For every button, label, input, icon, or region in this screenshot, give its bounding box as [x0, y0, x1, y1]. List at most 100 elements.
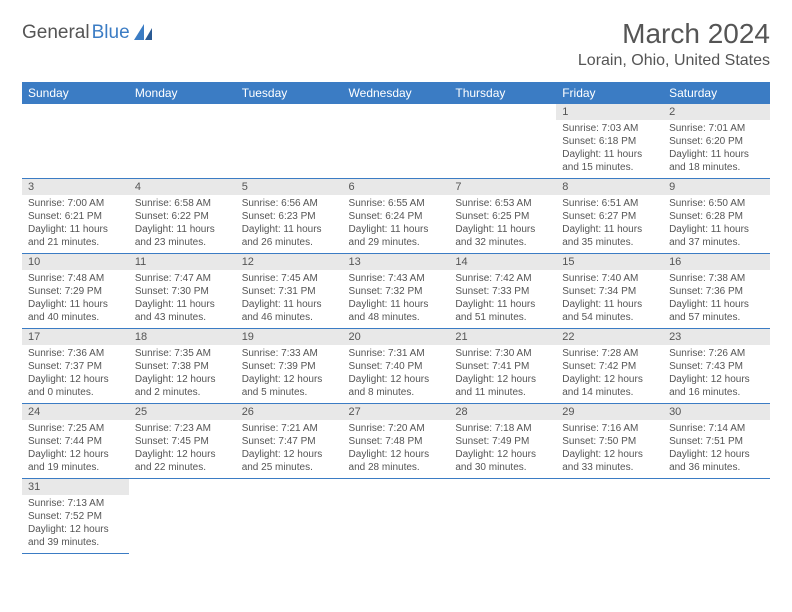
- day-number: 30: [663, 404, 770, 420]
- day-number: 21: [449, 329, 556, 345]
- sunrise-line: Sunrise: 7:20 AM: [349, 422, 444, 435]
- sunset-line: Sunset: 7:41 PM: [455, 360, 550, 373]
- sunrise-line: Sunrise: 7:31 AM: [349, 347, 444, 360]
- day-number: 9: [663, 179, 770, 195]
- header: GeneralBlue March 2024 Lorain, Ohio, Uni…: [22, 18, 770, 70]
- sunrise-line: Sunrise: 7:42 AM: [455, 272, 550, 285]
- calendar-cell: 31Sunrise: 7:13 AMSunset: 7:52 PMDayligh…: [22, 479, 129, 554]
- sunrise-line: Sunrise: 7:01 AM: [669, 122, 764, 135]
- sunrise-line: Sunrise: 7:40 AM: [562, 272, 657, 285]
- calendar-row: 3Sunrise: 7:00 AMSunset: 6:21 PMDaylight…: [22, 179, 770, 254]
- day-details: Sunrise: 6:53 AMSunset: 6:25 PMDaylight:…: [449, 195, 556, 253]
- sunrise-line: Sunrise: 7:00 AM: [28, 197, 123, 210]
- day-number: 17: [22, 329, 129, 345]
- sunrise-line: Sunrise: 6:58 AM: [135, 197, 230, 210]
- calendar-row: 24Sunrise: 7:25 AMSunset: 7:44 PMDayligh…: [22, 404, 770, 479]
- daylight-line: Daylight: 11 hours and 26 minutes.: [242, 223, 337, 249]
- day-number: 26: [236, 404, 343, 420]
- sunrise-line: Sunrise: 7:35 AM: [135, 347, 230, 360]
- calendar-cell-empty: [22, 104, 129, 179]
- sunrise-line: Sunrise: 6:53 AM: [455, 197, 550, 210]
- day-number: 12: [236, 254, 343, 270]
- day-number: 28: [449, 404, 556, 420]
- day-details: Sunrise: 7:48 AMSunset: 7:29 PMDaylight:…: [22, 270, 129, 328]
- day-details: Sunrise: 7:00 AMSunset: 6:21 PMDaylight:…: [22, 195, 129, 253]
- day-details: Sunrise: 7:14 AMSunset: 7:51 PMDaylight:…: [663, 420, 770, 478]
- calendar-cell-empty: [236, 479, 343, 554]
- day-number: 19: [236, 329, 343, 345]
- calendar-cell-empty: [449, 479, 556, 554]
- sunset-line: Sunset: 6:21 PM: [28, 210, 123, 223]
- calendar-cell: 28Sunrise: 7:18 AMSunset: 7:49 PMDayligh…: [449, 404, 556, 479]
- weekday-thursday: Thursday: [449, 82, 556, 104]
- calendar-cell-empty: [343, 479, 450, 554]
- weekday-saturday: Saturday: [663, 82, 770, 104]
- day-details: Sunrise: 7:13 AMSunset: 7:52 PMDaylight:…: [22, 495, 129, 553]
- calendar-row: 31Sunrise: 7:13 AMSunset: 7:52 PMDayligh…: [22, 479, 770, 554]
- daylight-line: Daylight: 11 hours and 37 minutes.: [669, 223, 764, 249]
- calendar-cell-empty: [449, 104, 556, 179]
- calendar-cell-empty: [556, 479, 663, 554]
- location: Lorain, Ohio, United States: [578, 52, 770, 70]
- calendar-cell: 1Sunrise: 7:03 AMSunset: 6:18 PMDaylight…: [556, 104, 663, 179]
- day-details: Sunrise: 7:35 AMSunset: 7:38 PMDaylight:…: [129, 345, 236, 403]
- day-details: Sunrise: 7:18 AMSunset: 7:49 PMDaylight:…: [449, 420, 556, 478]
- sunset-line: Sunset: 7:29 PM: [28, 285, 123, 298]
- daylight-line: Daylight: 12 hours and 33 minutes.: [562, 448, 657, 474]
- sunrise-line: Sunrise: 7:28 AM: [562, 347, 657, 360]
- sunset-line: Sunset: 7:51 PM: [669, 435, 764, 448]
- day-details: Sunrise: 6:58 AMSunset: 6:22 PMDaylight:…: [129, 195, 236, 253]
- day-details: Sunrise: 7:21 AMSunset: 7:47 PMDaylight:…: [236, 420, 343, 478]
- sunrise-line: Sunrise: 7:47 AM: [135, 272, 230, 285]
- sunset-line: Sunset: 7:50 PM: [562, 435, 657, 448]
- sunset-line: Sunset: 6:22 PM: [135, 210, 230, 223]
- sunrise-line: Sunrise: 7:18 AM: [455, 422, 550, 435]
- sunset-line: Sunset: 6:24 PM: [349, 210, 444, 223]
- sunset-line: Sunset: 7:47 PM: [242, 435, 337, 448]
- calendar-cell: 8Sunrise: 6:51 AMSunset: 6:27 PMDaylight…: [556, 179, 663, 254]
- daylight-line: Daylight: 12 hours and 25 minutes.: [242, 448, 337, 474]
- daylight-line: Daylight: 11 hours and 40 minutes.: [28, 298, 123, 324]
- sunrise-line: Sunrise: 7:14 AM: [669, 422, 764, 435]
- day-details: Sunrise: 7:01 AMSunset: 6:20 PMDaylight:…: [663, 120, 770, 178]
- sunrise-line: Sunrise: 7:48 AM: [28, 272, 123, 285]
- day-number: 15: [556, 254, 663, 270]
- sunrise-line: Sunrise: 6:50 AM: [669, 197, 764, 210]
- calendar-cell: 4Sunrise: 6:58 AMSunset: 6:22 PMDaylight…: [129, 179, 236, 254]
- calendar-cell-empty: [663, 479, 770, 554]
- day-details: Sunrise: 7:43 AMSunset: 7:32 PMDaylight:…: [343, 270, 450, 328]
- sunrise-line: Sunrise: 7:38 AM: [669, 272, 764, 285]
- sunset-line: Sunset: 6:18 PM: [562, 135, 657, 148]
- day-number: 6: [343, 179, 450, 195]
- logo-text-blue: Blue: [92, 22, 130, 44]
- sunrise-line: Sunrise: 7:21 AM: [242, 422, 337, 435]
- calendar-cell: 19Sunrise: 7:33 AMSunset: 7:39 PMDayligh…: [236, 329, 343, 404]
- day-number: 1: [556, 104, 663, 120]
- day-number: 13: [343, 254, 450, 270]
- daylight-line: Daylight: 12 hours and 28 minutes.: [349, 448, 444, 474]
- daylight-line: Daylight: 11 hours and 43 minutes.: [135, 298, 230, 324]
- day-details: Sunrise: 6:50 AMSunset: 6:28 PMDaylight:…: [663, 195, 770, 253]
- daylight-line: Daylight: 12 hours and 39 minutes.: [28, 523, 123, 549]
- calendar-cell: 26Sunrise: 7:21 AMSunset: 7:47 PMDayligh…: [236, 404, 343, 479]
- sunset-line: Sunset: 7:48 PM: [349, 435, 444, 448]
- calendar-cell: 16Sunrise: 7:38 AMSunset: 7:36 PMDayligh…: [663, 254, 770, 329]
- calendar-cell: 10Sunrise: 7:48 AMSunset: 7:29 PMDayligh…: [22, 254, 129, 329]
- calendar-cell: 25Sunrise: 7:23 AMSunset: 7:45 PMDayligh…: [129, 404, 236, 479]
- sunset-line: Sunset: 7:34 PM: [562, 285, 657, 298]
- daylight-line: Daylight: 11 hours and 32 minutes.: [455, 223, 550, 249]
- weekday-tuesday: Tuesday: [236, 82, 343, 104]
- sunset-line: Sunset: 7:37 PM: [28, 360, 123, 373]
- sunrise-line: Sunrise: 7:30 AM: [455, 347, 550, 360]
- title-block: March 2024 Lorain, Ohio, United States: [578, 18, 770, 70]
- calendar-cell: 23Sunrise: 7:26 AMSunset: 7:43 PMDayligh…: [663, 329, 770, 404]
- sunset-line: Sunset: 6:25 PM: [455, 210, 550, 223]
- daylight-line: Daylight: 12 hours and 5 minutes.: [242, 373, 337, 399]
- calendar-cell: 12Sunrise: 7:45 AMSunset: 7:31 PMDayligh…: [236, 254, 343, 329]
- sunrise-line: Sunrise: 7:13 AM: [28, 497, 123, 510]
- sunset-line: Sunset: 6:27 PM: [562, 210, 657, 223]
- sunset-line: Sunset: 7:31 PM: [242, 285, 337, 298]
- sunrise-line: Sunrise: 7:16 AM: [562, 422, 657, 435]
- sunset-line: Sunset: 7:36 PM: [669, 285, 764, 298]
- calendar-cell: 24Sunrise: 7:25 AMSunset: 7:44 PMDayligh…: [22, 404, 129, 479]
